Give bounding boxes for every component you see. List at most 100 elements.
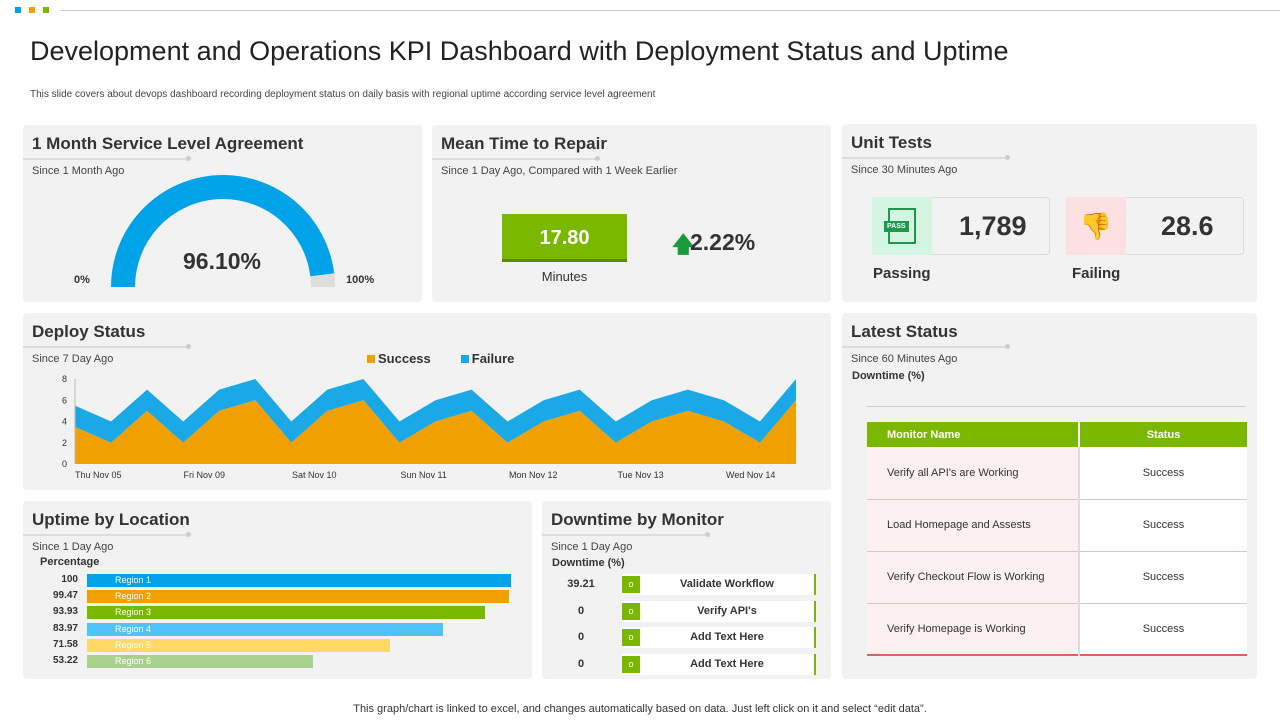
y-tick-label: 6 (62, 395, 67, 405)
y-tick-label: 0 (62, 459, 67, 469)
axis-label: Downtime (%) (852, 370, 925, 382)
bar-value: 83.97 (52, 622, 78, 634)
card-title: Mean Time to Repair (441, 134, 607, 153)
area-failure (75, 379, 796, 443)
card-title: Uptime by Location (32, 510, 190, 529)
x-tick-label: Sat Nov 10 (292, 470, 337, 480)
monitor-label: Add Text Here (690, 657, 764, 670)
area-success (75, 400, 796, 464)
card-subtitle: Since 1 Day Ago, Compared with 1 Week Ea… (441, 165, 678, 177)
status-value: Success (1079, 447, 1247, 499)
uptime-bar: Region 3 (87, 606, 486, 620)
mttr-value: 17.80 (502, 214, 627, 262)
x-tick-label: Thu Nov 05 (75, 470, 122, 480)
thumbs-down-icon: 👎 (1066, 197, 1126, 255)
axis-label: Percentage (40, 556, 100, 568)
downtime-value: 39.21 (567, 578, 595, 590)
bar-value: 100 (61, 574, 78, 585)
gauge-min: 0% (74, 274, 90, 286)
monitor-status-icon: o (622, 576, 640, 593)
bar-value: 71.58 (52, 638, 78, 650)
arrow-up-icon: 🡅 (672, 232, 695, 257)
monitor-label: Add Text Here (690, 631, 764, 643)
monitor-name: Verify all API's are Working (867, 447, 1080, 499)
card-subtitle: Since 1 Day Ago (32, 541, 114, 553)
monitor-status-icon: o (622, 629, 640, 646)
x-tick-label: Sun Nov 11 (401, 470, 447, 480)
card-subtitle: Since 1 Month Ago (32, 165, 125, 177)
monitor-name: Verify Homepage is Working (867, 603, 1080, 655)
x-tick-label: Mon Nov 12 (509, 470, 558, 480)
uptime-bar: Region 6 (87, 655, 313, 668)
x-tick-label: Fri Nov 09 (184, 470, 226, 480)
latest-status-card: Latest Status Since 60 Minutes Ago Downt… (842, 313, 1257, 679)
card-subtitle: Since 30 Minutes Ago (851, 164, 958, 176)
monitor-status-icon: o (622, 602, 640, 620)
bar-value: 53.22 (52, 655, 78, 666)
failing-label: Failing (1072, 265, 1121, 282)
monitor-item: o Validate Workflow (622, 574, 816, 595)
uptime-bar: Region 2 (87, 590, 509, 604)
column-header: Monitor Name (867, 422, 1080, 447)
table-row: Verify Homepage is Working Success (867, 603, 1247, 655)
card-subtitle: Since 60 Minutes Ago (851, 353, 958, 365)
gauge-max: 100% (346, 274, 375, 286)
bar-value: 93.93 (52, 606, 78, 618)
column-header: Status (1146, 428, 1181, 441)
legend: Success Failure (367, 351, 514, 366)
card-title: Unit Tests (851, 133, 932, 152)
monitor-item: o Verify API's (622, 600, 816, 622)
pass-file-icon: PASS (872, 197, 932, 255)
downtime-card: Downtime by Monitor Since 1 Day Ago Down… (542, 501, 831, 679)
monitor-name: Verify Checkout Flow is Working (867, 551, 1080, 603)
card-title: Latest Status (851, 322, 958, 341)
sla-card: 1 Month Service Level Agreement Since 1 … (23, 125, 422, 302)
deploy-area-chart: 0 2 4 6 8 Thu Nov 05 Fri Nov 09 Sat Nov 10 Sun N… (62, 374, 796, 480)
uptime-bar: Region 1 (87, 574, 511, 587)
downtime-value: 0 (577, 657, 585, 670)
uptime-bar: Region 4 (87, 622, 444, 636)
legend-success: Success (367, 351, 431, 366)
page-subtitle: This slide covers about devops dashboard… (30, 89, 656, 100)
status-table: Monitor Name Status Verify all API's are… (867, 422, 1247, 656)
uptime-card: Uptime by Location Since 1 Day Ago Perce… (23, 501, 532, 679)
bar-value: 99.47 (52, 590, 78, 602)
card-subtitle: Since 1 Day Ago (551, 541, 633, 553)
card-title: 1 Month Service Level Agreement (32, 134, 304, 153)
status-value: Success (1079, 499, 1247, 551)
page-title: Development and Operations KPI Dashboard… (30, 36, 1009, 66)
deploy-status-card: Deploy Status Since 7 Day Ago Success Fa… (23, 313, 831, 490)
card-title: Downtime by Monitor (551, 510, 724, 529)
failing-value: 28.6 (1161, 211, 1214, 241)
monitor-status-icon: o (622, 655, 640, 673)
legend-failure: Failure (460, 351, 514, 366)
monitor-name: Load Homepage and Assests (867, 499, 1080, 551)
passing-value: 1,789 (959, 211, 1027, 241)
passing-label: Passing (873, 265, 931, 282)
axis-label: Downtime (%) (552, 557, 625, 569)
y-tick-label: 2 (62, 438, 67, 448)
x-tick-label: Wed Nov 14 (726, 470, 775, 480)
monitor-label: Verify API's (697, 604, 757, 617)
footer-note: This graph/chart is linked to excel, and… (353, 703, 927, 715)
uptime-bar: Region 5 (87, 638, 391, 652)
sla-gauge (111, 175, 335, 288)
y-tick-label: 8 (62, 374, 67, 384)
unit-tests-card: Unit Tests Since 30 Minutes Ago PASS 1,7… (842, 124, 1257, 302)
mttr-change: 2.22% (690, 229, 756, 255)
table-row: Verify all API's are Working Success (867, 447, 1247, 499)
divider (60, 10, 1280, 11)
card-subtitle: Since 7 Day Ago (32, 353, 114, 365)
downtime-value: 0 (577, 631, 585, 643)
mttr-unit: Minutes (541, 269, 588, 284)
status-value: Success (1079, 551, 1247, 603)
sla-value: 96.10% (183, 248, 262, 274)
slide-decoration (15, 7, 49, 13)
downtime-value: 0 (577, 604, 585, 617)
status-value: Success (1079, 603, 1247, 655)
table-row: Verify Checkout Flow is Working Success (867, 551, 1247, 603)
monitor-item: o Add Text Here (622, 627, 816, 648)
y-tick-label: 4 (62, 417, 67, 427)
monitor-label: Validate Workflow (680, 578, 774, 590)
monitor-item: o Add Text Here (622, 653, 816, 675)
